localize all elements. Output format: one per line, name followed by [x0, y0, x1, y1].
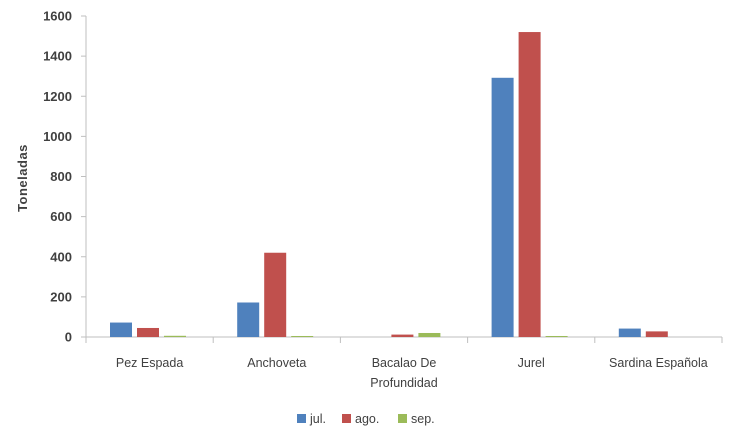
legend-swatch: [297, 414, 306, 423]
legend-swatch: [398, 414, 407, 423]
x-tick-label: Sardina Española: [609, 356, 708, 370]
bar: [518, 32, 541, 338]
y-axis-label: Toneladas: [15, 144, 30, 212]
x-tick-label: Bacalao De Profundidad: [370, 356, 437, 390]
y-axis: 0 200 400 600 800 1000 1200 1400 1600: [43, 9, 87, 345]
y-tick-label: 1000: [43, 129, 72, 144]
y-tick-label: 600: [50, 209, 72, 224]
y-tick-label: 800: [50, 169, 72, 184]
bar: [418, 332, 441, 337]
bar: [391, 334, 414, 337]
bar: [545, 335, 568, 337]
bar: [618, 328, 641, 337]
bar: [264, 252, 287, 337]
bar: [491, 77, 514, 337]
legend-swatch: [342, 414, 351, 423]
legend: jul. ago. sep.: [297, 412, 435, 426]
y-tick-label: 200: [50, 289, 72, 304]
legend-label: sep.: [411, 412, 435, 426]
bar: [137, 327, 159, 337]
bar: [164, 335, 186, 337]
y-tick-label: 1400: [43, 49, 72, 64]
bars: [110, 32, 668, 338]
y-tick-label: 400: [50, 249, 72, 264]
bar: [237, 302, 260, 337]
bar: [645, 331, 668, 337]
y-tick-label: 1200: [43, 89, 72, 104]
bar: [110, 322, 132, 337]
legend-label: ago.: [355, 412, 379, 426]
x-tick-label: Jurel: [518, 356, 545, 370]
legend-label: jul.: [309, 412, 326, 426]
y-tick-label: 1600: [43, 9, 72, 24]
x-tick-label: Pez Espada: [116, 356, 183, 370]
x-tick-label: Anchoveta: [247, 356, 306, 370]
bar: [291, 335, 314, 337]
y-tick-label: 0: [65, 330, 72, 345]
x-axis: Pez Espada Anchoveta Bacalao De Profundidad…: [85, 336, 723, 390]
